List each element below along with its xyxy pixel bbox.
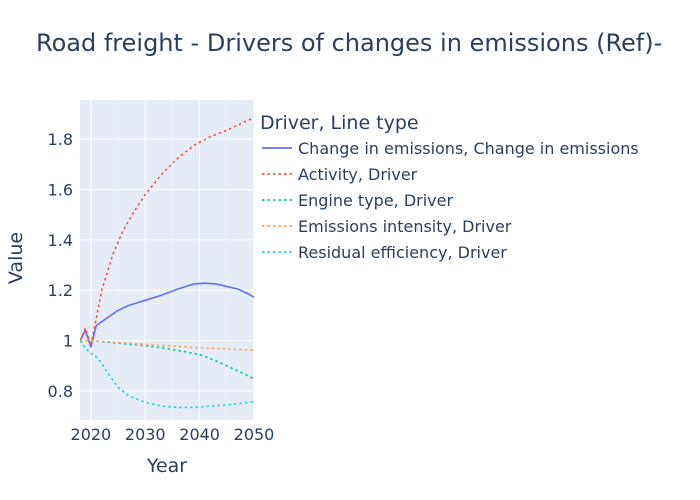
series-line — [80, 339, 254, 351]
y-tick-label: 1.2 — [48, 281, 73, 300]
y-axis-title: Value — [5, 232, 27, 284]
legend-label: Emissions intensity, Driver — [298, 217, 512, 236]
legend-items: Change in emissions, Change in emissions… — [262, 139, 639, 262]
series-line — [80, 339, 254, 380]
y-tick-label: 1.8 — [48, 130, 73, 149]
x-tick-label: 2020 — [71, 425, 112, 444]
legend-item[interactable]: Emissions intensity, Driver — [262, 217, 512, 236]
legend-label: Activity, Driver — [298, 165, 418, 184]
series-line — [80, 116, 254, 347]
legend-item[interactable]: Activity, Driver — [262, 165, 418, 184]
y-tick-label: 1.6 — [48, 180, 73, 199]
y-tick-label: 1 — [63, 332, 73, 351]
series-line — [80, 340, 254, 409]
grid-lines — [80, 100, 255, 420]
legend-item[interactable]: Residual efficiency, Driver — [262, 243, 507, 262]
legend-label: Change in emissions, Change in emissions — [298, 139, 639, 158]
series-lines — [80, 116, 254, 409]
plot-area — [80, 100, 254, 420]
legend-item[interactable]: Engine type, Driver — [262, 191, 453, 210]
x-tick-label: 2050 — [234, 425, 275, 444]
x-axis-title: Year — [146, 455, 187, 477]
legend: Driver, Line type Change in emissions, C… — [260, 112, 639, 262]
legend-item[interactable]: Change in emissions, Change in emissions — [262, 139, 639, 158]
y-tick-label: 1.4 — [48, 231, 73, 250]
legend-label: Residual efficiency, Driver — [298, 243, 507, 262]
legend-title: Driver, Line type — [260, 112, 419, 134]
chart-title: Road freight - Drivers of changes in emi… — [36, 29, 662, 57]
x-tick-label: 2030 — [125, 425, 166, 444]
legend-label: Engine type, Driver — [298, 191, 453, 210]
tick-labels: 2020 2030 2040 2050 0.8 1 1.2 1.4 1.6 1.8 — [48, 130, 275, 444]
x-tick-label: 2040 — [179, 425, 220, 444]
series-line — [80, 282, 254, 348]
y-tick-label: 0.8 — [48, 382, 73, 401]
